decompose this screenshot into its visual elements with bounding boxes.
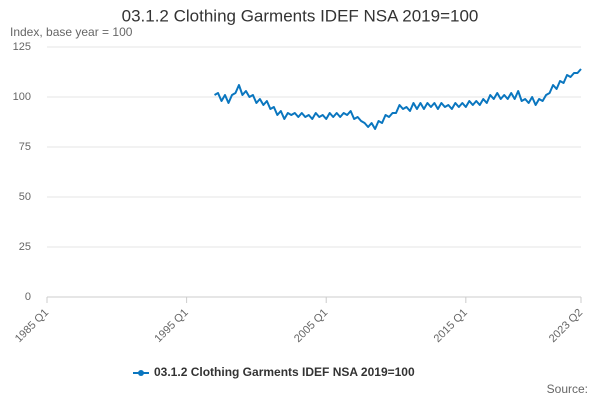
y-axis-label: Index, base year = 100 — [10, 25, 133, 39]
source: Source: — [547, 382, 588, 396]
x-tick-label: 2005 Q1 — [292, 307, 330, 345]
y-tick-label: 0 — [25, 291, 31, 303]
y-tick-label: 125 — [13, 41, 31, 53]
legend-label: 03.1.2 Clothing Garments IDEF NSA 2019=1… — [154, 365, 415, 379]
chart-title: 03.1.2 Clothing Garments IDEF NSA 2019=1… — [122, 6, 479, 25]
legend-marker — [138, 370, 144, 376]
x-tick-label: 2015 Q1 — [432, 307, 470, 345]
x-tick-label: 2023 Q2 — [547, 307, 585, 345]
y-tick-label: 75 — [19, 141, 31, 153]
y-tick-label: 25 — [19, 241, 31, 253]
x-tick-label: 1995 Q1 — [152, 307, 190, 345]
y-tick-label: 100 — [13, 91, 31, 103]
x-tick-label: 1985 Q1 — [13, 307, 51, 345]
y-tick-label: 50 — [19, 191, 31, 203]
data-line — [214, 68, 582, 130]
